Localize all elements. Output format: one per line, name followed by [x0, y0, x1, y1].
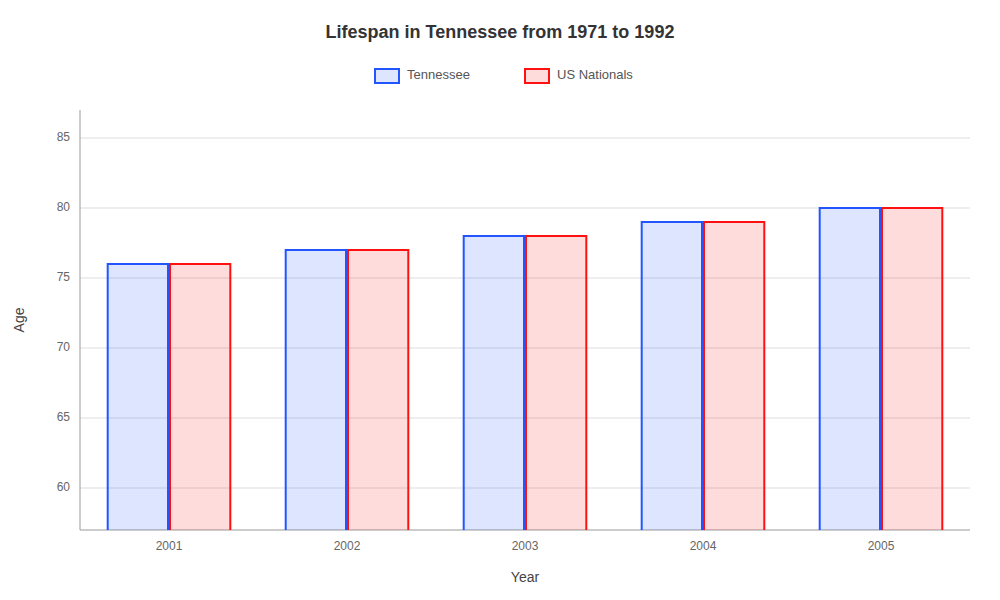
- grid-line: [80, 138, 970, 139]
- y-tick-label: 60: [57, 480, 71, 494]
- bar: [704, 222, 764, 530]
- legend-swatch: [375, 69, 399, 83]
- x-tick-label: 2001: [156, 539, 183, 553]
- legend-label: US Nationals: [557, 67, 633, 82]
- x-tick-label: 2003: [512, 539, 539, 553]
- bar: [820, 208, 880, 530]
- chart-container: 60 65 70 75 80 85 2001 2002 2003 2004 2005 Year Age L…: [0, 0, 1000, 600]
- x-tick-label: 2005: [868, 539, 895, 553]
- y-tick-label: 85: [57, 130, 71, 144]
- legend-label: Tennessee: [407, 67, 470, 82]
- y-tick-label: 70: [57, 340, 71, 354]
- chart-svg: 60 65 70 75 80 85 2001 2002 2003 2004 2005 Year Age L…: [0, 0, 1000, 600]
- bar: [464, 236, 524, 530]
- bar: [882, 208, 942, 530]
- bar: [642, 222, 702, 530]
- bars: [108, 208, 943, 530]
- x-axis-label: Year: [511, 569, 540, 585]
- legend-swatch: [525, 69, 549, 83]
- y-axis-label: Age: [11, 307, 27, 332]
- y-tick-label: 75: [57, 270, 71, 284]
- bar: [170, 264, 230, 530]
- y-tick-label: 65: [57, 410, 71, 424]
- bar: [348, 250, 408, 530]
- y-axis-line: [80, 110, 81, 530]
- chart-title: Lifespan in Tennessee from 1971 to 1992: [326, 22, 675, 42]
- x-tick-label: 2002: [334, 539, 361, 553]
- bar: [286, 250, 346, 530]
- y-tick-label: 80: [57, 200, 71, 214]
- x-tick-label: 2004: [690, 539, 717, 553]
- bar: [526, 236, 586, 530]
- legend: Tennessee US Nationals: [375, 67, 633, 83]
- bar: [108, 264, 168, 530]
